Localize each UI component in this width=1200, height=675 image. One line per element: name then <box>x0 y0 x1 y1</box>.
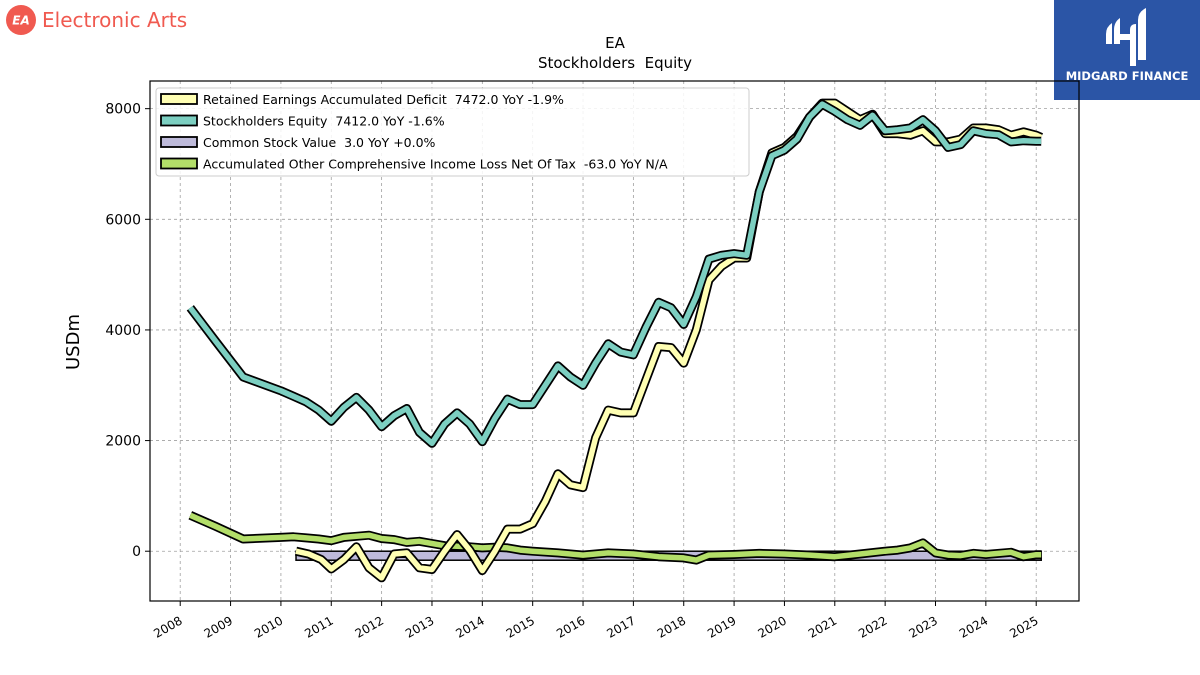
series-lines <box>186 98 1044 583</box>
badge-label: MIDGARD FINANCE <box>1065 69 1189 83</box>
midgard-logo-icon <box>1106 8 1146 66</box>
plot-frame <box>149 80 1080 602</box>
y-tick-label: 8000 <box>105 102 141 118</box>
x-tick-label: 2016 <box>554 613 587 640</box>
brand-name: Electronic Arts <box>42 8 188 32</box>
x-tick-label: 2018 <box>655 613 688 640</box>
x-tick-label: 2009 <box>202 613 235 640</box>
brand-header: EA Electronic Arts <box>6 5 187 35</box>
y-tick-label: 4000 <box>105 323 141 339</box>
x-tick-label: 2014 <box>453 613 486 640</box>
legend-swatch-stockholders-equity <box>160 114 198 127</box>
y-tick-label: 2000 <box>105 434 141 450</box>
x-tick-label: 2019 <box>705 613 738 640</box>
legend-label-common-stock-value: Common Stock Value 3.0 YoY +0.0% <box>203 135 436 150</box>
x-tick-label: 2008 <box>151 613 184 640</box>
series-line <box>189 512 1042 563</box>
brand-logo-text: EA <box>12 14 29 28</box>
legend: Retained Earnings Accumulated Deficit 74… <box>155 87 750 177</box>
legend-box <box>155 87 750 177</box>
midgard-finance-badge: MIDGARD FINANCE <box>1054 0 1200 100</box>
x-tick-label: 2020 <box>755 613 788 640</box>
y-axis-label: USDm <box>63 314 84 370</box>
x-tick-label: 2013 <box>403 613 436 640</box>
legend-label-stockholders-equity: Stockholders Equity 7412.0 YoY -1.6% <box>203 114 445 129</box>
x-tick-label: 2017 <box>604 613 637 640</box>
x-tick-label: 2022 <box>856 613 889 640</box>
x-tick-label: 2012 <box>353 613 386 640</box>
y-tick-label: 0 <box>132 544 141 560</box>
legend-label-accumulated-other-comprehensive-income-loss-net-of-tax: Accumulated Other Comprehensive Income L… <box>203 157 668 172</box>
legend-swatch-common-stock-value <box>160 136 198 148</box>
x-tick-label: 2021 <box>806 613 839 640</box>
chart-title: EA <box>605 34 625 52</box>
ea-logo-icon: EA <box>6 5 36 35</box>
series-line <box>295 100 1043 581</box>
x-tick-label: 2010 <box>252 613 285 640</box>
x-tick-label: 2023 <box>907 613 940 640</box>
x-tick-label: 2011 <box>302 613 335 640</box>
x-tick-label: 2015 <box>504 613 537 640</box>
x-tick-label: 2025 <box>1007 613 1040 640</box>
chart-subtitle: Stockholders Equity <box>538 54 692 72</box>
series-stockholders-equity <box>186 99 1042 448</box>
legend-swatch-accumulated-other-comprehensive-income-loss-net-of-tax <box>160 157 198 170</box>
x-tick-label: 2024 <box>957 613 990 640</box>
legend-swatch-retained-earnings-accumulated-deficit <box>160 93 198 105</box>
series-line <box>188 101 1042 447</box>
series-retained-earnings-accumulated-deficit <box>295 98 1044 583</box>
legend-label-retained-earnings-accumulated-deficit: Retained Earnings Accumulated Deficit 74… <box>203 92 564 107</box>
series-accumulated-other-comprehensive-income-loss-net-of-tax <box>188 511 1042 565</box>
y-tick-label: 6000 <box>105 212 141 228</box>
